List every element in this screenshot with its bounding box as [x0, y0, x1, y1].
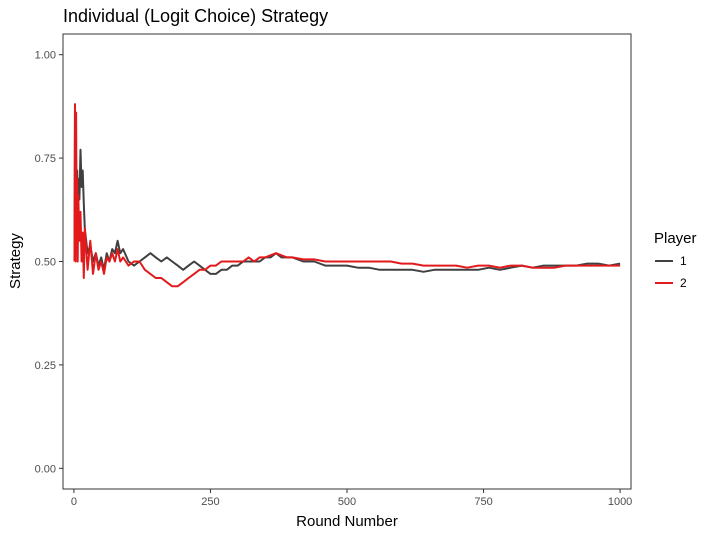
x-tick-label: 750 [474, 496, 492, 508]
series-line-player-2 [73, 103, 621, 288]
y-tick-label: 1.00 [35, 50, 56, 62]
legend-title: Player [654, 230, 697, 247]
x-tick-label: 0 [71, 496, 77, 508]
series-line-player-1 [73, 103, 621, 275]
y-axis: 0.00 0.25 0.50 0.75 1.00 [35, 50, 63, 475]
legend-label: 1 [680, 254, 687, 268]
plot-area [73, 103, 621, 288]
legend: Player 1 2 [654, 230, 697, 290]
x-axis-title: Round Number [296, 513, 398, 530]
legend-label: 2 [680, 276, 687, 290]
x-tick-label: 1000 [608, 496, 632, 508]
chart-title: Individual (Logit Choice) Strategy [63, 6, 328, 26]
y-tick-label: 0.75 [35, 153, 56, 165]
y-axis-title: Strategy [7, 233, 24, 289]
x-axis: 0 250 500 750 1000 [71, 489, 632, 508]
x-tick-label: 500 [338, 496, 356, 508]
y-tick-label: 0.00 [35, 463, 56, 475]
y-tick-label: 0.50 [35, 257, 56, 269]
y-tick-label: 0.25 [35, 360, 56, 372]
x-tick-label: 250 [201, 496, 219, 508]
